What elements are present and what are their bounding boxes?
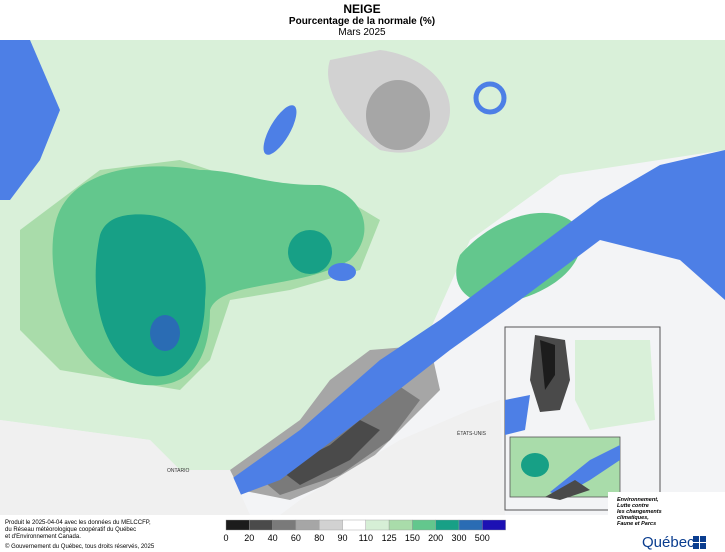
label-usa: ÉTATS-UNIS [457, 430, 487, 437]
flag-square [700, 536, 706, 542]
legend-label: 150 [405, 533, 420, 543]
copyright: © Gouvernement du Québec, tous droits ré… [5, 543, 155, 550]
legend-swatch [319, 519, 343, 531]
logo-flag [693, 536, 706, 549]
legend-label: 110 [359, 533, 373, 543]
logo-line: Environnement, [617, 497, 659, 503]
title: NEIGE [343, 2, 380, 16]
flag-square [693, 543, 699, 549]
legend: 0 20 40 60 80 90 110 125 150 200 300 500 [223, 519, 506, 543]
footer-line: du Réseau météorologique coopératif du Q… [5, 527, 136, 533]
legend-label: 300 [451, 533, 466, 543]
lake [263, 105, 297, 155]
legend-swatch [295, 519, 320, 531]
james-bay [0, 40, 60, 200]
usa [280, 400, 505, 515]
legend-swatch [388, 519, 413, 531]
legend-label: 200 [428, 533, 443, 543]
logo-line: climatiques, [617, 515, 649, 521]
zone-200 [288, 230, 332, 274]
legend-label: 60 [291, 533, 301, 543]
period: Mars 2025 [338, 27, 386, 38]
legend-label: 500 [475, 533, 490, 543]
legend-label: 90 [337, 533, 347, 543]
legend-swatch [435, 519, 460, 531]
inset-hudson [505, 395, 530, 435]
legend-swatch [458, 519, 483, 531]
legend-label: 0 [223, 533, 228, 543]
legend-swatch [249, 519, 273, 531]
legend-swatch [482, 519, 506, 531]
zone-300 [150, 315, 180, 351]
footer-line: Produit le 2025-04-04 avec les données d… [5, 520, 151, 526]
inset-zone-south [545, 480, 590, 500]
logo-line: Lutte contre [617, 503, 649, 509]
logo-line: Faune et Parcs [617, 521, 656, 527]
legend-label: 20 [244, 533, 254, 543]
legend-label: 80 [314, 533, 324, 543]
legend-swatch [225, 519, 250, 531]
inset-zone-200 [521, 453, 549, 477]
inset-river [550, 445, 620, 497]
zone-20 [280, 420, 380, 485]
logo-line: les changements [617, 509, 662, 515]
inset-zone-0 [540, 340, 555, 390]
legend-swatch [272, 519, 297, 531]
footer-line: et d'Environnement Canada. [5, 534, 81, 540]
manicouagan [473, 81, 507, 115]
subtitle: Pourcentage de la normale (%) [289, 16, 435, 27]
ontario [0, 420, 250, 515]
legend-swatch [365, 519, 390, 531]
legend-swatch [412, 519, 436, 531]
inset-map [504, 326, 661, 511]
map: ONTARIO ÉTATS-UNIS [0, 40, 725, 515]
legend-label: 125 [382, 533, 397, 543]
flag-square [700, 543, 706, 549]
st-lawrence [230, 150, 725, 495]
flag-square [693, 536, 699, 542]
inset-zone-110 [575, 340, 655, 430]
legend-label: 40 [268, 533, 278, 543]
logo: Environnement, Lutte contre les changeme… [608, 492, 725, 552]
zone-60 [366, 80, 430, 150]
label-ontario: ONTARIO [167, 468, 190, 474]
legend-swatch [342, 519, 366, 531]
zone-150-east [456, 212, 582, 305]
lac-saint-jean [328, 263, 356, 281]
logo-name: Québec [642, 534, 695, 551]
